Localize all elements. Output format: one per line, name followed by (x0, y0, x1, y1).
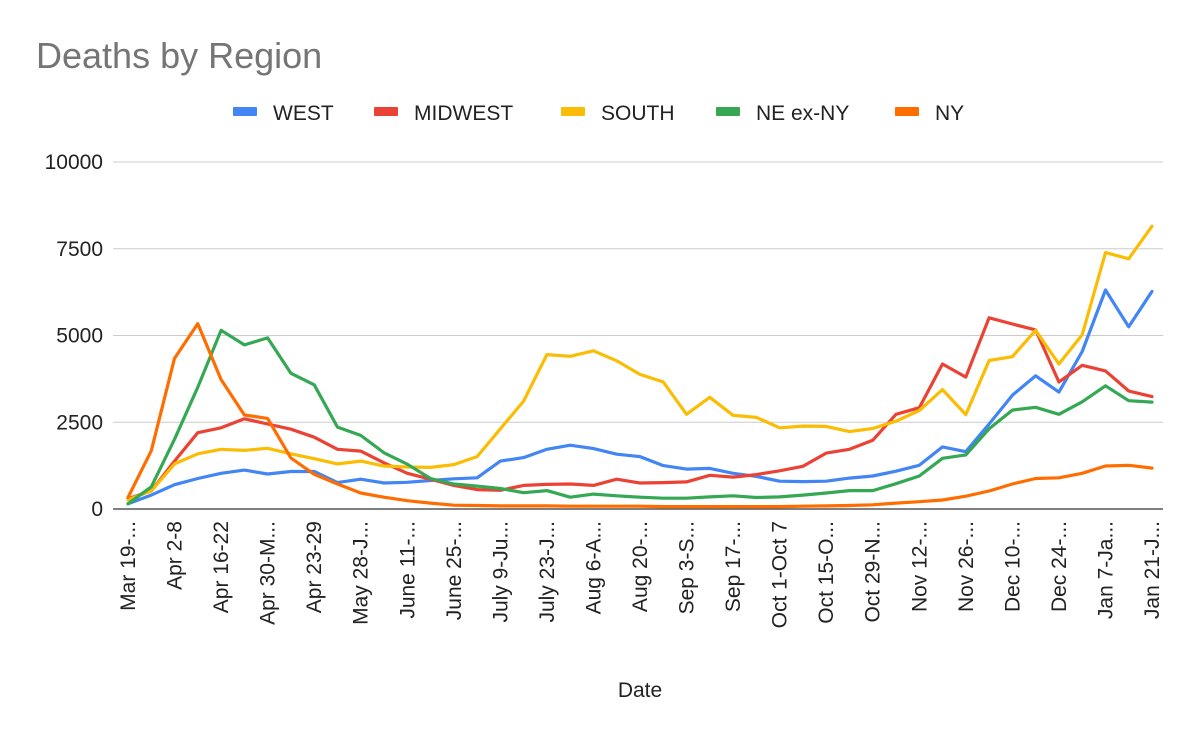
legend-label: NE ex-NY (756, 102, 849, 125)
x-tick-label: Dec 24-... (1048, 521, 1071, 612)
x-tick-label: Apr 16-22 (210, 521, 233, 613)
legend-label: WEST (273, 102, 334, 125)
x-tick-label: Dec 10-... (1001, 521, 1024, 612)
x-tick-label: May 28-J... (350, 521, 373, 625)
x-tick-label: Apr 23-29 (303, 521, 326, 613)
series-line-west (126, 288, 1154, 506)
x-tick-label: July 9-Ju... (489, 521, 512, 623)
y-axis-ticks: 0 2500 5000 7500 10000 (45, 151, 103, 521)
y-tick-label: 5000 (56, 325, 103, 348)
x-tick-label: Oct 29-N... (862, 521, 885, 623)
x-axis-ticks: Mar 19-... Apr 2-8 Apr 16-22 Apr 30-M... Apr… (117, 521, 1164, 628)
x-tick-label: July 23-J... (536, 521, 559, 623)
x-tick-label: June 25-... (443, 521, 466, 620)
x-tick-label: Oct 1-Oct 7 (769, 521, 792, 628)
x-tick-label: Apr 2-8 (164, 521, 187, 590)
x-axis-title: Date (618, 679, 662, 702)
legend-label: SOUTH (601, 102, 675, 125)
x-tick-label: Sep 3-S... (676, 521, 699, 614)
y-tick-label: 10000 (45, 151, 103, 174)
x-tick-label: Nov 26-... (955, 521, 978, 612)
legend-label: NY (935, 102, 964, 125)
series-line-midwest (126, 316, 1154, 501)
series-lines (126, 224, 1154, 509)
x-tick-label: June 11-... (396, 521, 419, 619)
x-tick-label: Apr 30-M... (257, 521, 280, 625)
x-tick-label: Nov 12-... (908, 521, 931, 612)
series-line-ne-ex-ny (126, 328, 1154, 506)
y-tick-label: 2500 (56, 411, 103, 434)
x-tick-label: Aug 6-A... (582, 521, 605, 614)
x-tick-label: Jan 7-Ja... (1094, 521, 1117, 619)
x-tick-label: Mar 19-... (117, 521, 140, 611)
y-tick-label: 0 (91, 498, 103, 521)
legend-swatch (895, 107, 919, 116)
x-tick-label: Sep 17-... (722, 521, 745, 612)
legend-swatch (233, 107, 257, 116)
legend: WEST MIDWEST SOUTH NE ex-NY NY (233, 102, 964, 125)
gridlines (113, 161, 1163, 510)
series-line-ny (126, 322, 1154, 509)
x-tick-label: Jan 21-J... (1141, 521, 1164, 619)
legend-swatch (374, 107, 398, 116)
legend-label: MIDWEST (414, 102, 513, 125)
x-tick-label: Oct 15-O... (815, 521, 838, 624)
legend-swatch (716, 107, 740, 116)
chart-title: Deaths by Region (36, 35, 322, 76)
series-line-south (126, 224, 1154, 502)
legend-swatch (561, 107, 585, 116)
x-tick-label: Aug 20-... (629, 521, 652, 612)
y-tick-label: 7500 (56, 238, 103, 261)
